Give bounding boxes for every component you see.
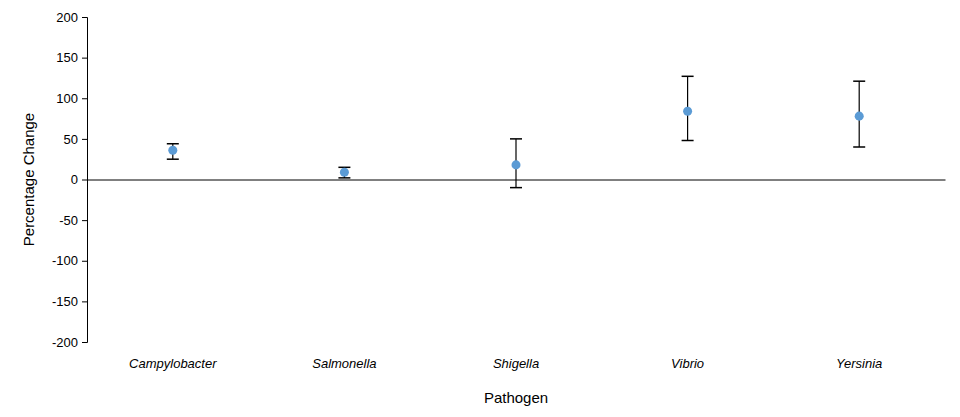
y-tick: 100 — [56, 91, 87, 106]
y-axis-line — [82, 18, 88, 343]
x-tick: Campylobacter — [129, 356, 217, 371]
y-tick: 200 — [56, 10, 87, 25]
error-bar-cap — [853, 146, 865, 148]
y-tick-mark — [82, 261, 87, 262]
point — [855, 112, 864, 121]
y-tick: 0 — [71, 172, 87, 187]
y-tick-mark — [82, 180, 87, 181]
error-bar — [682, 76, 694, 140]
error-bar — [510, 139, 522, 188]
y-tick-mark — [82, 17, 87, 18]
y-tick: -100 — [52, 253, 87, 268]
y-tick-mark — [82, 139, 87, 140]
y-tick-mark — [82, 301, 87, 302]
x-tick: Shigella — [493, 356, 539, 371]
error-bar — [167, 144, 179, 159]
error-bar — [338, 167, 350, 178]
y-tick: -150 — [52, 294, 87, 309]
x-tick-label: Campylobacter — [129, 356, 217, 371]
y-axis-title: Percentage Change — [20, 113, 37, 246]
y-tick-label: 200 — [56, 10, 78, 25]
y-tick-mark — [82, 98, 87, 99]
y-tick-label: 0 — [71, 172, 78, 187]
y-tick: -50 — [59, 213, 87, 228]
x-tick-label: Yersinia — [836, 356, 882, 371]
error-bar-cap — [338, 177, 350, 179]
y-tick: -200 — [52, 335, 87, 350]
error-bar — [853, 81, 865, 147]
error-bar-cap — [167, 158, 179, 160]
point — [168, 146, 177, 155]
error-bar-cap — [510, 138, 522, 140]
point — [683, 107, 692, 116]
x-tick-label: Vibrio — [671, 356, 704, 371]
x-tick: Yersinia — [836, 356, 882, 371]
y-tick: 50 — [64, 132, 87, 147]
error-bar-cap — [510, 187, 522, 189]
point — [340, 168, 349, 177]
error-bar-cap — [167, 143, 179, 145]
error-bar-cap — [853, 80, 865, 82]
x-tick: Salmonella — [312, 356, 376, 371]
x-axis-title: Pathogen — [484, 389, 548, 406]
error-bar-cap — [682, 76, 694, 78]
error-bar-cap — [682, 140, 694, 142]
point — [511, 160, 520, 169]
x-tick: Vibrio — [671, 356, 704, 371]
y-tick-mark — [82, 342, 87, 343]
plot: -200 -150 -100 -50 0 50 100 150 200 Campylobacter… — [52, 10, 946, 371]
y-tick-mark — [82, 220, 87, 221]
x-axis: Campylobacter Salmonella Shigella Vibrio Yer… — [88, 180, 946, 371]
y-tick-label: 100 — [56, 91, 78, 106]
y-tick-label: -50 — [59, 213, 78, 228]
y-tick-label: -150 — [52, 294, 78, 309]
y-tick-label: -100 — [52, 253, 78, 268]
y-tick-label: 50 — [64, 132, 78, 147]
x-tick-label: Shigella — [493, 356, 539, 371]
y-tick: 150 — [56, 50, 87, 65]
y-tick-mark — [82, 58, 87, 59]
x-tick-label: Salmonella — [312, 356, 376, 371]
chart: -200 -150 -100 -50 0 50 100 150 200 Campylobacter… — [0, 0, 960, 417]
y-tick-label: 150 — [56, 50, 78, 65]
y-tick-label: -200 — [52, 335, 78, 350]
marks — [167, 76, 865, 187]
y-axis: -200 -150 -100 -50 0 50 100 150 200 — [52, 10, 88, 350]
